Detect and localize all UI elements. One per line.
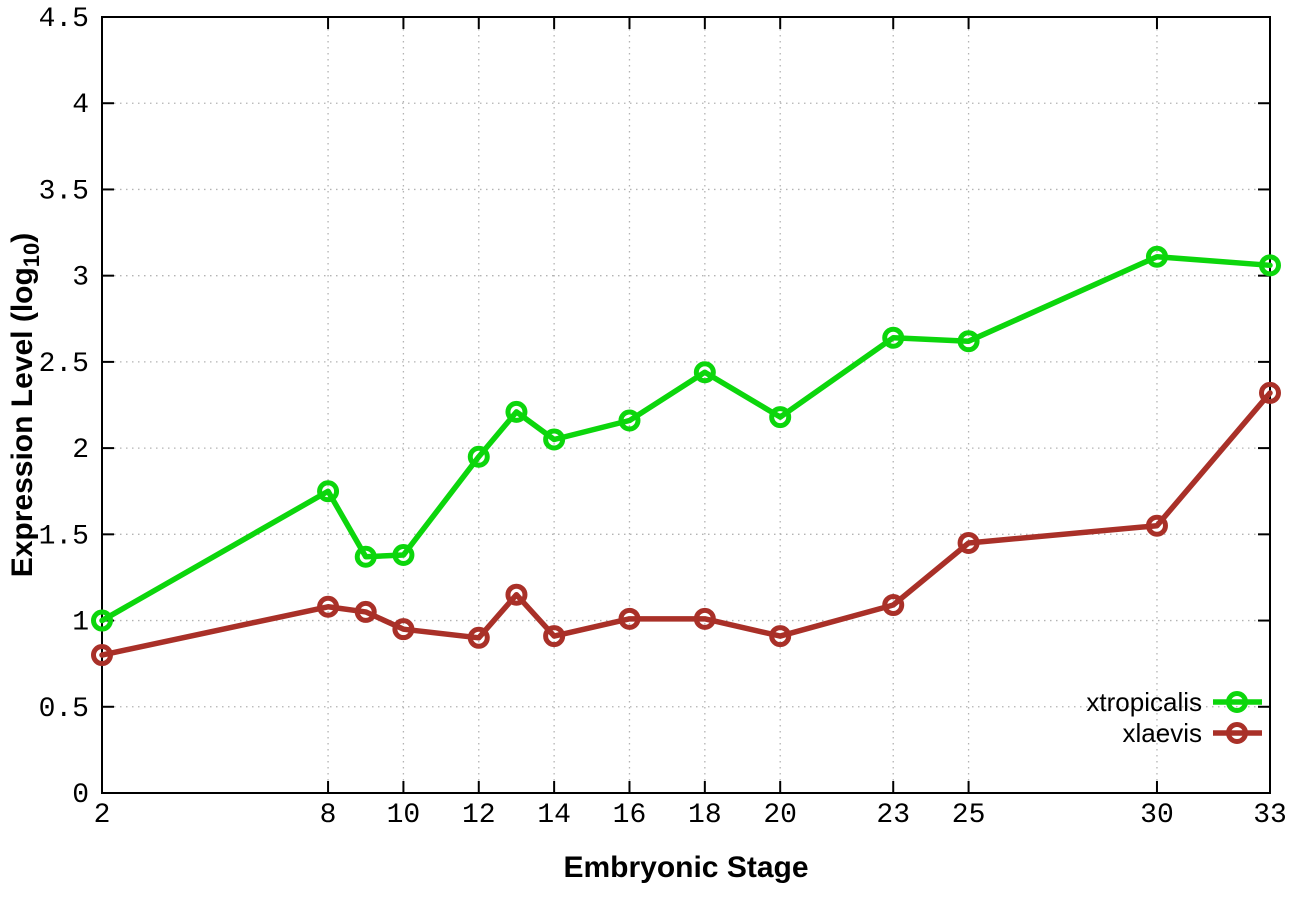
y-tick-label: 1 [72, 608, 89, 639]
data-point-xtropicalis [505, 400, 528, 423]
x-tick-label: 25 [952, 800, 986, 831]
data-point-xlaevis [467, 626, 490, 649]
data-point-xtropicalis [1259, 254, 1281, 277]
tick-labels: 2 8 10 12 14 16 18 20 23 25 30 33 0 0.5 1 1.5 2 2.5 3 3.5 4 4… [39, 4, 1287, 831]
x-tick-label: 20 [763, 800, 797, 831]
y-tick-label: 2 [72, 435, 89, 466]
x-tick-label: 16 [613, 800, 647, 831]
y-tick-label: 2.5 [39, 349, 89, 380]
y-axis-title: Expression Level (log10) [6, 233, 44, 578]
y-tick-label: 3.5 [39, 176, 89, 207]
y-tick-label: 4.5 [39, 4, 89, 35]
x-tick-label: 2 [94, 800, 111, 831]
y-tick-label: 0 [72, 780, 89, 811]
data-point-xtropicalis [317, 480, 340, 503]
x-tick-label: 18 [688, 800, 722, 831]
data-point-xlaevis [317, 595, 340, 618]
data-point-xlaevis [882, 594, 905, 617]
data-point-xtropicalis [1145, 245, 1168, 268]
data-series [91, 245, 1281, 667]
legend-label-xtropicalis: xtropicalis [1086, 687, 1202, 717]
series-xlaevis [91, 381, 1281, 667]
series-xtropicalis [91, 245, 1281, 632]
data-point-xtropicalis [91, 609, 113, 632]
legend-marker-samples [1213, 691, 1262, 744]
data-point-xtropicalis [354, 545, 377, 568]
data-point-xtropicalis [467, 445, 490, 468]
gridlines [102, 17, 1270, 793]
y-tick-label: 0.5 [39, 694, 89, 725]
data-point-xlaevis [1259, 381, 1281, 404]
data-point-xlaevis [354, 600, 377, 623]
data-point-xlaevis [392, 618, 415, 641]
data-point-xlaevis [91, 644, 113, 667]
data-point-xlaevis [693, 607, 716, 630]
data-point-xlaevis [957, 531, 980, 554]
data-point-xlaevis [543, 625, 566, 648]
data-point-xlaevis [1145, 514, 1168, 537]
x-tick-label: 10 [387, 800, 421, 831]
x-tick-label: 8 [320, 800, 337, 831]
data-point-xtropicalis [392, 544, 415, 567]
data-point-xtropicalis [543, 428, 566, 451]
legend-label-xlaevis: xlaevis [1123, 718, 1202, 748]
y-tick-label: 4 [72, 90, 89, 121]
data-point-xtropicalis [957, 330, 980, 353]
legend-marker-xtropicalis [1226, 691, 1248, 713]
x-tick-label: 30 [1140, 800, 1174, 831]
x-tick-label: 33 [1253, 800, 1287, 831]
data-point-xtropicalis [769, 406, 792, 429]
x-axis-title: Embryonic Stage [563, 851, 808, 884]
x-tick-label: 23 [876, 800, 910, 831]
legend: xtropicalis xlaevis [1086, 687, 1262, 748]
y-tick-label: 1.5 [39, 521, 89, 552]
data-point-xlaevis [618, 607, 641, 630]
legend-marker-xlaevis [1226, 722, 1248, 744]
data-point-xtropicalis [882, 326, 905, 349]
y-tick-label: 3 [72, 263, 89, 294]
x-tick-label: 12 [462, 800, 496, 831]
data-point-xtropicalis [618, 409, 641, 432]
data-point-xlaevis [769, 625, 792, 648]
data-point-xlaevis [505, 583, 528, 606]
data-point-xtropicalis [693, 361, 716, 384]
x-tick-label: 14 [537, 800, 571, 831]
axes-border-and-ticks [101, 16, 1271, 794]
